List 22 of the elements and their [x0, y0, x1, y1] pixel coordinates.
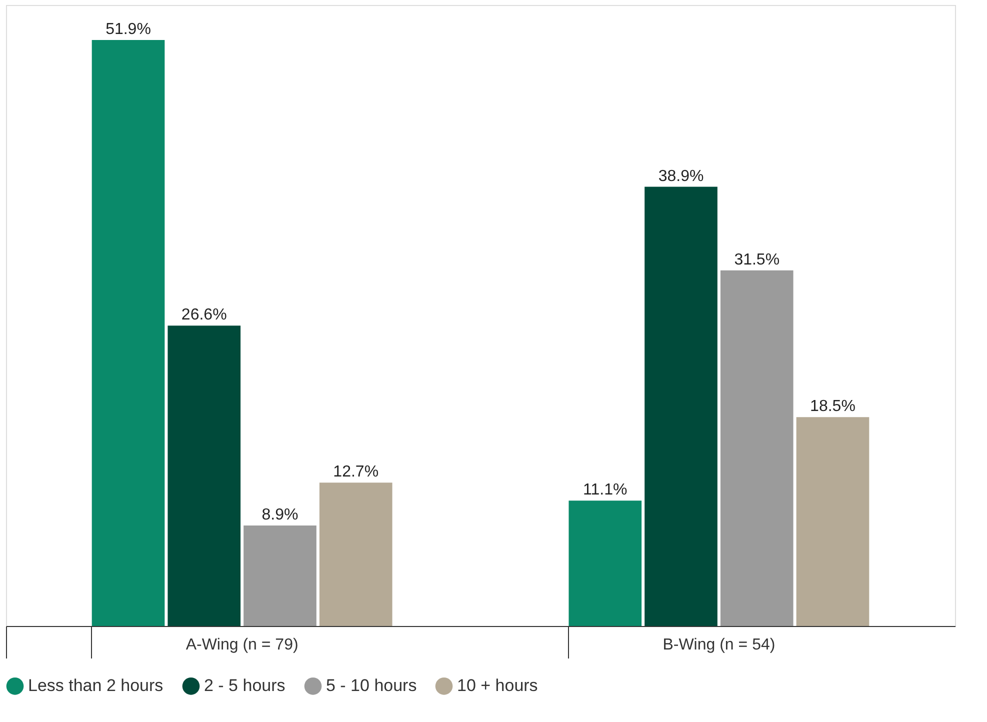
legend-label: Less than 2 hours [28, 676, 164, 696]
data-label: 31.5% [734, 251, 780, 268]
legend-label: 2 - 5 hours [204, 676, 286, 696]
bar [244, 526, 316, 626]
legend-label: 5 - 10 hours [326, 676, 417, 696]
legend-label: 10 + hours [457, 676, 538, 696]
data-label: 18.5% [810, 398, 856, 416]
data-label: 26.6% [181, 306, 227, 324]
bar [568, 500, 642, 626]
x-tick-label: B-Wing (n = 54) [662, 636, 776, 654]
bar [92, 40, 165, 626]
bar [644, 186, 718, 626]
bar [319, 482, 392, 626]
bar [796, 417, 870, 626]
bar [168, 326, 241, 626]
data-label: 38.9% [658, 168, 704, 185]
data-label: 8.9% [262, 506, 298, 524]
data-label: 51.9% [106, 21, 151, 38]
x-tick-label: A-Wing (n = 79) [186, 636, 298, 654]
data-label: 12.7% [333, 464, 379, 481]
bar [720, 270, 794, 626]
data-label: 11.1% [583, 482, 628, 499]
